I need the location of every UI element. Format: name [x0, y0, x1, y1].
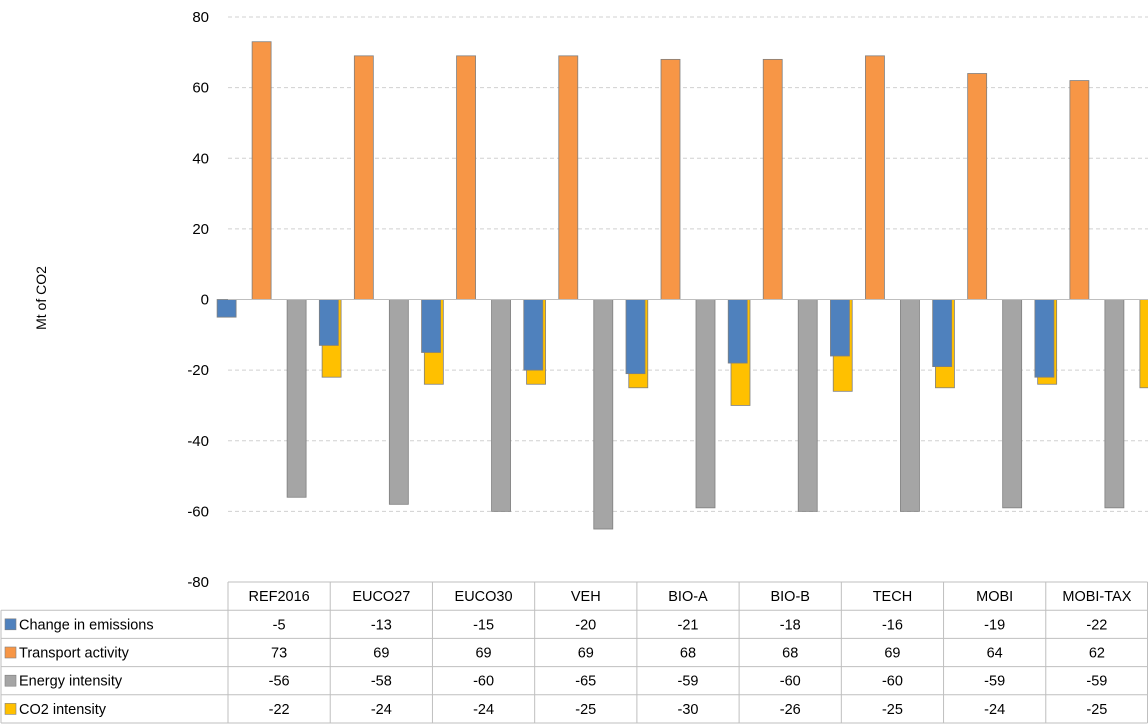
bar-euco30-series-2: [491, 299, 511, 512]
bar-mobi-series-0: [932, 299, 953, 367]
bar-bio-a-series-1: [660, 58, 681, 300]
table-cell-1-5: 68: [782, 646, 798, 662]
table-header-euco30: EUCO30: [455, 589, 513, 605]
bar-bio-a-series-2: [695, 299, 716, 509]
table-cell-2-5: -60: [780, 674, 801, 690]
table-cell-3-0: -22: [269, 702, 290, 718]
table-cell-3-3: -25: [575, 702, 596, 718]
table-cell-1-8: 62: [1089, 646, 1105, 662]
bar-mobi-series-1: [967, 73, 988, 300]
bar-mobi-tax-series-3: [1139, 299, 1148, 389]
table-cell-2-0: -56: [269, 674, 290, 690]
bar-bio-b-series-2: [797, 299, 818, 512]
legend-label-0: Change in emissions: [19, 617, 154, 633]
table-cell-3-5: -26: [780, 702, 801, 718]
bar-euco27-series-2: [388, 299, 409, 505]
table-header-mobi-tax: MOBI-TAX: [1062, 589, 1131, 605]
bar-veh-series-1: [558, 55, 579, 300]
bar-ref2016-series-2: [286, 299, 307, 498]
table-header-tech: TECH: [873, 589, 912, 605]
bar-tech-series-0: [830, 299, 850, 357]
table-cell-1-2: 69: [475, 646, 491, 662]
bar-tech-series-1: [865, 55, 885, 300]
table-cell-2-6: -60: [882, 674, 903, 690]
table-cell-3-4: -30: [678, 702, 699, 718]
bar-mobi-tax-series-1: [1069, 80, 1090, 300]
table-cell-2-3: -65: [575, 674, 596, 690]
legend-key-3: [4, 703, 17, 715]
y-tick-label-3: 20: [192, 221, 209, 238]
table-header-ref2016: REF2016: [248, 589, 309, 605]
y-axis-ticks: 80 60 40 20 0 -20 -40 -60 -80: [187, 9, 209, 591]
bar-euco27-series-0: [318, 299, 339, 346]
bar-veh-series-2: [593, 299, 614, 530]
table-cell-2-1: -58: [371, 674, 392, 690]
table-header-bio-b: BIO-B: [770, 589, 809, 605]
y-tick-label-0: 80: [192, 9, 209, 26]
legend-key-1: [4, 646, 17, 659]
bars: [216, 41, 1148, 530]
bar-mobi-series-2: [1002, 299, 1023, 509]
bar-veh-series-0: [523, 299, 544, 371]
y-tick-label-5: -20: [187, 362, 209, 379]
table-header-bio-a: BIO-A: [668, 589, 708, 605]
table-cell-3-2: -24: [473, 702, 494, 718]
legend-label-3: CO2 intensity: [19, 702, 107, 718]
bar-euco27-series-1: [353, 55, 374, 300]
table-cell-1-3: 69: [578, 646, 594, 662]
y-tick-label-8: -80: [187, 574, 209, 591]
bar-mobi-tax-series-2: [1104, 299, 1125, 509]
bar-euco30-series-1: [456, 55, 476, 300]
legend-label-2: Energy intensity: [19, 674, 123, 690]
table-cell-0-5: -18: [780, 617, 801, 633]
y-tick-label-7: -60: [187, 503, 209, 520]
bar-bio-b-series-1: [762, 58, 783, 300]
legend-key-2: [4, 674, 17, 687]
bar-bio-b-series-0: [727, 299, 748, 364]
table-cell-0-2: -15: [473, 617, 494, 633]
table-cell-1-4: 68: [680, 646, 696, 662]
y-tick-label-4: 0: [201, 292, 209, 309]
table-cell-3-1: -24: [371, 702, 392, 718]
table-cell-3-6: -25: [882, 702, 903, 718]
table-cell-0-0: -5: [273, 617, 286, 633]
data-table: REF2016 EUCO27 EUCO30 VEH BIO-A BIO-B TECH MOBI…: [0, 581, 1148, 724]
table-header-mobi: MOBI: [976, 589, 1013, 605]
legend-key-0: [4, 618, 17, 631]
y-tick-label-2: 40: [192, 150, 209, 167]
y-axis-label: Mt of CO2: [33, 266, 49, 330]
bar-euco30-series-0: [421, 299, 441, 353]
table-cell-0-8: -22: [1086, 617, 1107, 633]
bar-tech-series-2: [900, 299, 920, 512]
table-cell-3-7: -24: [984, 702, 1005, 718]
table-cell-1-6: 69: [884, 646, 900, 662]
bar-mobi-tax-series-0: [1034, 299, 1055, 378]
table-header-veh: VEH: [571, 589, 601, 605]
table-cell-2-8: -59: [1086, 674, 1107, 690]
y-tick-label-6: -40: [187, 433, 209, 450]
table-cell-2-2: -60: [473, 674, 494, 690]
table-cell-0-6: -16: [882, 617, 903, 633]
table-cell-0-1: -13: [371, 617, 392, 633]
table-cell-0-7: -19: [984, 617, 1005, 633]
bar-bio-a-series-0: [625, 299, 646, 375]
table-cell-2-7: -59: [984, 674, 1005, 690]
table-cell-1-1: 69: [373, 646, 389, 662]
table-cell-1-0: 73: [271, 646, 287, 662]
table-cell-0-4: -21: [678, 617, 699, 633]
table-header-euco27: EUCO27: [352, 589, 410, 605]
bar-ref2016-series-0: [216, 299, 237, 318]
legend-label-1: Transport activity: [19, 646, 130, 662]
bar-ref2016-series-1: [251, 41, 272, 300]
y-tick-label-1: 60: [192, 80, 209, 97]
table-cell-1-7: 64: [987, 646, 1003, 662]
table-cell-3-8: -25: [1086, 702, 1107, 718]
table-cell-2-4: -59: [678, 674, 699, 690]
table-cell-0-3: -20: [575, 617, 596, 633]
